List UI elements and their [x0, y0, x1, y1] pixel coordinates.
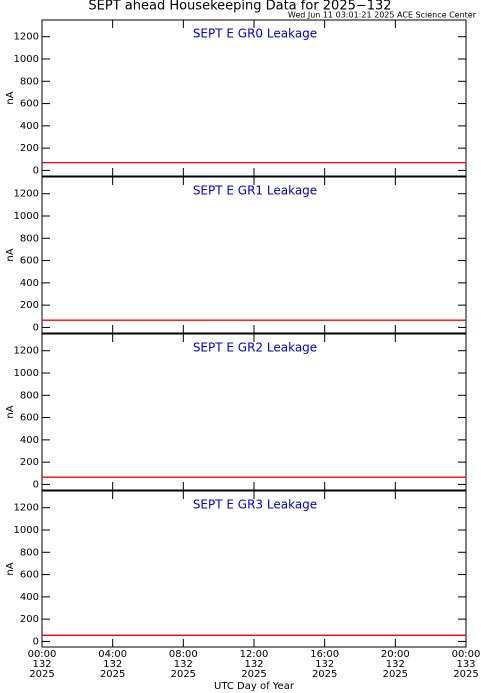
y-axis-label: nA: [5, 562, 16, 575]
y-tick-label: 800: [20, 233, 39, 244]
y-tick-label: 400: [20, 121, 39, 132]
y-tick-label: 1200: [14, 503, 39, 514]
y-tick-label: 800: [20, 547, 39, 558]
panel-title: SEPT E GR3 Leakage: [193, 498, 317, 512]
y-tick-label: 600: [20, 256, 39, 267]
panel-title: SEPT E GR2 Leakage: [193, 341, 317, 355]
y-tick-label: 1200: [14, 32, 39, 43]
y-tick-label: 400: [20, 278, 39, 289]
y-tick-label: 200: [20, 300, 39, 311]
x-tick-label: 20:00 132 2025: [381, 649, 410, 680]
y-axis-label: nA: [5, 91, 16, 104]
y-tick-label: 200: [20, 143, 39, 154]
y-tick-label: 600: [20, 413, 39, 424]
y-tick-label: 1200: [14, 346, 39, 357]
y-tick-label: 1000: [14, 54, 39, 65]
y-tick-label: 0: [33, 165, 39, 176]
y-tick-label: 1000: [14, 211, 39, 222]
y-tick-label: 1200: [14, 189, 39, 200]
y-tick-label: 1000: [14, 525, 39, 536]
x-tick-label: 04:00 132 2025: [98, 649, 127, 680]
y-tick-label: 0: [33, 636, 39, 647]
y-tick-label: 0: [33, 322, 39, 333]
x-tick-label: 00:00 132 2025: [28, 649, 57, 680]
y-tick-label: 400: [20, 592, 39, 603]
x-tick-label: 12:00 132 2025: [240, 649, 269, 680]
title: SEPT ahead Housekeeping Data for 2025−13…: [88, 0, 391, 14]
y-tick-label: 200: [20, 614, 39, 625]
y-tick-label: 200: [20, 457, 39, 468]
x-axis-label: UTC Day of Year: [214, 681, 295, 692]
y-axis-label: nA: [5, 405, 16, 418]
y-axis-label: nA: [5, 248, 16, 261]
x-tick-label: 00:00 133 2025: [452, 649, 481, 680]
y-tick-label: 400: [20, 435, 39, 446]
y-tick-label: 800: [20, 390, 39, 401]
panel-title: SEPT E GR0 Leakage: [193, 27, 317, 41]
y-tick-label: 1000: [14, 368, 39, 379]
y-tick-label: 800: [20, 76, 39, 87]
panel-title: SEPT E GR1 Leakage: [193, 184, 317, 198]
x-tick-label: 08:00 132 2025: [169, 649, 198, 680]
y-tick-label: 600: [20, 99, 39, 110]
subtitle: Wed Jun 11 03:01:21 2025 ACE Science Cen…: [288, 11, 477, 20]
y-tick-label: 600: [20, 570, 39, 581]
x-tick-label: 16:00 132 2025: [310, 649, 339, 680]
y-tick-label: 0: [33, 479, 39, 490]
